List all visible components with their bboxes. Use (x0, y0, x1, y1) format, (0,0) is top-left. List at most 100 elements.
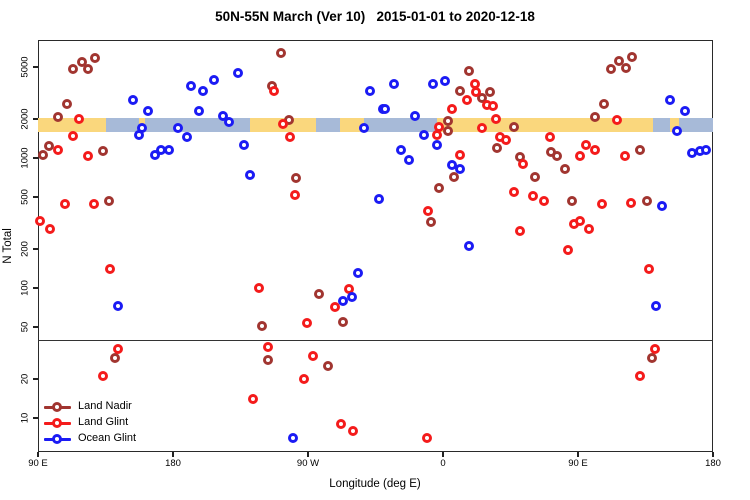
data-point-land-glint (348, 425, 358, 436)
legend-swatch-circle (52, 402, 62, 412)
data-point-ocean-glint (193, 105, 204, 116)
data-point-land-glint (253, 283, 264, 293)
y-tick (33, 157, 38, 159)
data-point-land-glint (423, 206, 433, 217)
data-point-ocean-glint (388, 79, 399, 90)
data-point-ocean-glint (288, 433, 298, 444)
data-point-ocean-glint (163, 144, 174, 155)
data-point-ocean-glint (223, 116, 234, 127)
data-point-land-nadir (442, 115, 453, 126)
data-point-land-nadir (276, 48, 286, 59)
data-point-land-nadir (37, 150, 48, 161)
data-point-land-glint (432, 130, 442, 141)
data-point-ocean-glint (651, 300, 661, 311)
data-point-land-glint (517, 158, 528, 169)
y-tick (33, 66, 38, 68)
legend-item-label: Ocean Glint (78, 432, 137, 444)
data-point-land-glint (301, 317, 312, 328)
legend: Land Nadir Land Glint Ocean Glint (44, 399, 184, 447)
legend-item: Land Glint (44, 415, 184, 431)
data-point-ocean-glint (679, 105, 690, 116)
data-point-ocean-glint (364, 85, 375, 96)
legend-item-label: Land Nadir (78, 400, 132, 412)
data-point-land-glint (514, 225, 525, 236)
data-point-ocean-glint (150, 150, 160, 161)
data-point-ocean-glint (409, 111, 420, 122)
data-point-land-glint (597, 199, 607, 210)
data-point-ocean-glint (217, 111, 228, 122)
data-point-land-glint (625, 198, 636, 209)
data-point-land-nadir (508, 122, 519, 133)
surface-band-ocean (653, 118, 713, 132)
data-point-land-glint (112, 343, 123, 354)
data-point-land-nadir (634, 145, 645, 156)
data-point-land-glint (45, 223, 55, 234)
data-point-land-glint (649, 343, 660, 354)
y-tick (33, 417, 38, 419)
data-point-ocean-glint (186, 80, 196, 91)
x-tick (37, 452, 39, 457)
data-point-ocean-glint (337, 296, 348, 307)
data-point-land-glint (538, 195, 549, 206)
data-point-land-glint (490, 113, 501, 124)
data-point-ocean-glint (463, 241, 474, 252)
y-tick-label: 10 (19, 412, 31, 424)
data-point-land-glint (298, 373, 309, 384)
data-point-ocean-glint (700, 144, 711, 155)
data-point-land-glint (97, 371, 108, 382)
data-point-land-glint (544, 132, 555, 143)
data-point-land-nadir (262, 354, 273, 365)
y-tick (33, 378, 38, 380)
data-point-ocean-glint (373, 194, 384, 205)
data-point-land-glint (454, 150, 465, 161)
data-point-land-glint (73, 113, 84, 124)
data-point-land-glint (105, 264, 115, 274)
data-point-ocean-glint (432, 140, 442, 151)
data-point-land-glint (574, 215, 585, 226)
x-tick-label: 90 W (296, 458, 320, 469)
data-point-land-glint (501, 135, 511, 146)
data-point-land-glint (562, 245, 573, 256)
legend-item: Ocean Glint (44, 431, 184, 447)
y-tick-label: 2000 (19, 108, 31, 130)
data-point-land-nadir (492, 142, 502, 153)
data-point-land-glint (462, 94, 472, 105)
data-point-ocean-glint (172, 123, 183, 134)
data-point-land-glint (589, 145, 600, 156)
data-point-ocean-glint (181, 132, 192, 143)
data-point-land-glint (634, 371, 645, 382)
legend-swatch-circle (52, 418, 62, 428)
data-point-ocean-glint (244, 169, 255, 180)
data-point-ocean-glint (664, 94, 675, 105)
x-tick-label: 0 (440, 458, 446, 469)
legend-item-label: Land Glint (78, 416, 129, 428)
data-point-land-nadir (313, 288, 324, 299)
data-point-ocean-glint (142, 105, 153, 116)
data-point-ocean-glint (232, 68, 243, 79)
x-tick-label: 90 E (28, 458, 48, 469)
x-axis-title: Longitude (deg E) (329, 478, 421, 490)
y-tick (33, 287, 38, 289)
data-point-land-nadir (109, 352, 120, 363)
x-tick (307, 452, 309, 457)
y-tick-label: 5000 (19, 56, 31, 78)
y-tick-label: 20 (19, 373, 31, 385)
y-tick-label: 50 (19, 321, 31, 333)
data-point-land-nadir (621, 63, 631, 74)
data-point-ocean-glint (427, 79, 438, 90)
data-point-land-nadir (337, 316, 348, 327)
surface-band-land (669, 118, 679, 132)
data-point-land-glint (285, 132, 295, 143)
data-point-ocean-glint (396, 144, 406, 155)
x-tick-label: 180 (165, 458, 181, 469)
y-tick (33, 196, 38, 198)
legend-item: Land Nadir (44, 399, 184, 415)
data-point-ocean-glint (352, 268, 363, 279)
data-point-land-glint (88, 199, 99, 210)
surface-band-land (339, 118, 364, 132)
data-point-land-glint (268, 85, 279, 96)
data-point-ocean-glint (133, 130, 144, 141)
chart-title: 50N-55N March (Ver 10) 2015-01-01 to 202… (215, 9, 535, 24)
data-point-land-glint (277, 118, 288, 129)
